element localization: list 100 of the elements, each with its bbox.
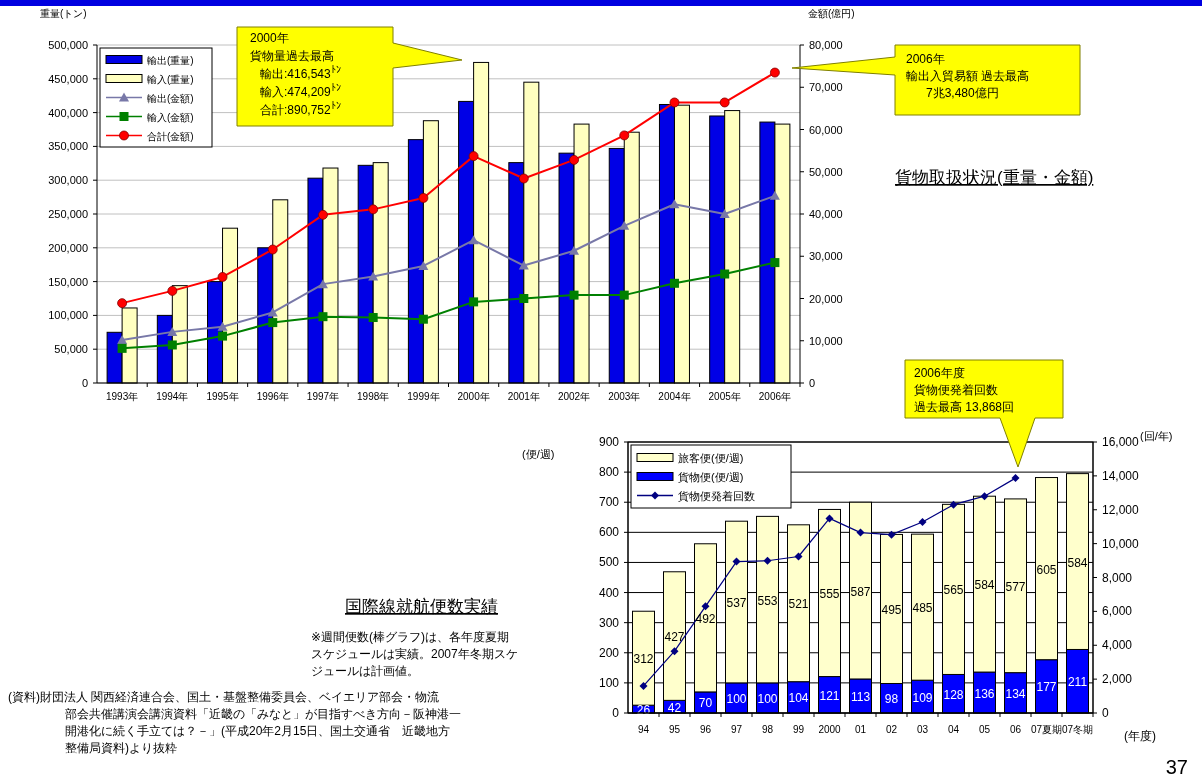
point (217, 272, 228, 282)
point (769, 67, 780, 78)
y-tick-label: 250,000 (48, 208, 88, 220)
data-label: 485 (912, 601, 933, 616)
point (368, 313, 378, 323)
point (267, 244, 278, 255)
point (569, 245, 580, 255)
y2-tick-label: 30,000 (809, 250, 843, 263)
point (217, 321, 228, 331)
x-tick-label: 04 (947, 724, 960, 735)
x-tick-label: 2004年 (658, 391, 691, 402)
point (1011, 474, 1020, 483)
point (267, 307, 278, 317)
y-tick-label: 800 (598, 465, 620, 480)
data-label: 42 (667, 700, 682, 715)
y2-axis-title: 金額(億円) (808, 8, 855, 19)
data-label: 312 (633, 652, 654, 667)
y2-tick-label: 70,000 (809, 81, 843, 94)
data-label: 584 (974, 578, 995, 593)
x-tick-label: 2000年 (457, 391, 490, 402)
y2-tick-label: 16,000 (1102, 435, 1140, 449)
x-tick-label: 97 (730, 724, 743, 735)
point (519, 294, 529, 303)
x-tick-label: 1999年 (407, 391, 440, 402)
point (117, 334, 128, 344)
data-label: 495 (881, 602, 902, 617)
point (825, 514, 834, 523)
y-tick-label: 400,000 (48, 106, 88, 119)
data-label: 521 (788, 597, 809, 612)
data-label: 577 (1005, 579, 1026, 594)
point (469, 297, 479, 307)
x-tick-label: 2006年 (758, 391, 792, 402)
data-label: 136 (974, 686, 995, 701)
y2-tick-label: 0 (1102, 706, 1109, 720)
data-label: 555 (819, 587, 840, 602)
x-tick-label: 2002年 (557, 391, 591, 402)
data-label: 134 (1005, 686, 1026, 701)
point (167, 340, 177, 350)
y2-tick-label: 6,000 (1102, 604, 1133, 619)
point (669, 97, 680, 108)
x-tick-label: 2005年 (708, 391, 741, 402)
legend-label: 貨物便発着回数 (678, 489, 755, 502)
x-tick-label: 03 (916, 724, 929, 735)
x-tick-label: 1995年 (206, 391, 239, 402)
y-tick-label: 100 (598, 675, 620, 690)
point (167, 326, 178, 336)
y-tick-label: 500 (598, 555, 620, 570)
data-label: 113 (850, 689, 871, 704)
data-label: 109 (912, 690, 933, 705)
point (317, 279, 328, 289)
data-label: 121 (819, 688, 840, 703)
point (887, 530, 896, 539)
x-axis-title: (年度) (1124, 729, 1156, 743)
x-tick-label: 05 (978, 724, 991, 735)
x-tick-label: 02 (885, 724, 898, 735)
data-label: 211 (1067, 675, 1088, 690)
y2-tick-label: 10,000 (809, 334, 843, 347)
point (669, 199, 680, 209)
legend-label: 輸出(重量) (147, 54, 194, 66)
x-tick-label: 2001年 (507, 391, 540, 402)
data-label: 427 (664, 630, 685, 645)
data-label: 587 (850, 584, 871, 599)
data-label: 100 (757, 691, 778, 706)
y-tick-label: 150,000 (48, 275, 88, 288)
y2-axis-title: (回/年) (1140, 430, 1173, 442)
y-tick-label: 300,000 (48, 174, 88, 187)
y2-tick-label: 12,000 (1102, 502, 1140, 517)
y-axis-title: (便/週) (522, 448, 555, 460)
point (763, 556, 772, 565)
point (619, 290, 629, 300)
point (769, 190, 780, 200)
y2-tick-label: 2,000 (1102, 672, 1133, 687)
data-label: 605 (1036, 562, 1057, 577)
y-tick-label: 700 (598, 495, 620, 510)
y2-tick-label: 10,000 (1102, 536, 1140, 551)
point (218, 331, 228, 341)
annotation: (資料)財団法人 関西経済連合会、国土・基盤整備委員会、ベイエリア部会・物流部会共催講演会講演資料「近畿の「みなと」が目指すべき方向－阪神港一開港化に続く手立ては？－」(平成20年2月15日、国土交通省 近畿地方整備局資料)より抜粋 (8, 690, 461, 755)
point (468, 151, 479, 162)
x-tick-label: 2000 (818, 724, 842, 735)
y-tick-label: 200 (598, 645, 620, 660)
x-tick-label: 1996年 (256, 391, 289, 402)
data-label: 492 (695, 611, 716, 626)
point (719, 209, 730, 218)
annotation: 37 (1165, 756, 1188, 778)
data-label: 537 (726, 596, 747, 611)
data-label: 128 (943, 687, 964, 702)
y2-tick-label: 4,000 (1102, 638, 1133, 653)
x-tick-label: 1998年 (357, 391, 390, 402)
x-tick-label: 96 (699, 724, 712, 735)
y2-tick-label: 8,000 (1102, 570, 1133, 585)
point (569, 155, 579, 165)
annotation: ※週間便数(棒グラフ)は、各年度夏期スケジュールは実績。2007年冬期スケジュールは計画値。 (311, 630, 518, 678)
y2-tick-label: 60,000 (809, 123, 843, 136)
data-label: 98 (884, 692, 899, 707)
x-tick-label: 2003年 (608, 391, 641, 402)
data-label: 584 (1067, 555, 1088, 570)
data-label: 104 (788, 691, 809, 706)
point (980, 492, 989, 501)
point (167, 286, 178, 296)
point (418, 314, 428, 324)
